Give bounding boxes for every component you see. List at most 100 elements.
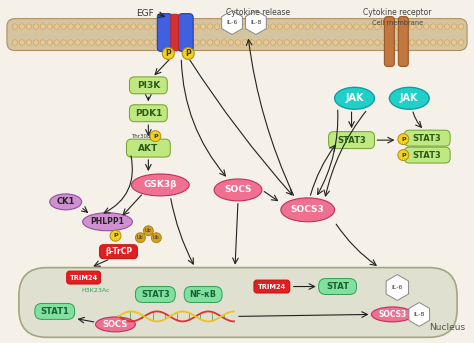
Ellipse shape [372,307,413,322]
FancyBboxPatch shape [129,77,167,94]
FancyBboxPatch shape [319,279,356,295]
Ellipse shape [228,24,234,29]
Text: P: P [401,137,406,142]
Text: Cell membrane: Cell membrane [372,20,423,26]
Ellipse shape [368,40,373,45]
FancyBboxPatch shape [136,286,175,303]
Text: STAT1: STAT1 [40,307,69,316]
FancyBboxPatch shape [7,19,467,50]
Ellipse shape [214,40,220,45]
Ellipse shape [96,24,101,29]
Ellipse shape [165,24,171,29]
Ellipse shape [124,40,129,45]
Text: STAT3: STAT3 [413,134,442,143]
Ellipse shape [54,24,59,29]
Ellipse shape [54,40,59,45]
Text: TRIM24: TRIM24 [70,274,98,281]
Ellipse shape [281,198,335,222]
Ellipse shape [242,40,248,45]
Text: SOCS3: SOCS3 [378,310,407,319]
Text: H3K23Ac: H3K23Ac [82,288,110,293]
Ellipse shape [131,24,136,29]
Ellipse shape [201,40,206,45]
Ellipse shape [305,40,310,45]
Ellipse shape [137,24,143,29]
Text: Cytokine release: Cytokine release [226,8,290,17]
Ellipse shape [61,24,66,29]
Text: Cytokine receptor: Cytokine receptor [363,8,432,17]
Ellipse shape [82,24,87,29]
Ellipse shape [193,24,199,29]
Text: Ub: Ub [137,235,144,240]
Ellipse shape [374,24,380,29]
Ellipse shape [159,24,164,29]
FancyBboxPatch shape [328,132,374,149]
FancyBboxPatch shape [157,14,172,51]
Ellipse shape [180,24,185,29]
Ellipse shape [347,24,352,29]
Ellipse shape [201,24,206,29]
Ellipse shape [389,40,394,45]
Ellipse shape [47,40,53,45]
Ellipse shape [50,194,82,210]
Text: STAT3: STAT3 [141,290,170,299]
Ellipse shape [319,24,324,29]
Text: SOCS3: SOCS3 [291,205,325,214]
Ellipse shape [312,24,318,29]
Ellipse shape [152,24,157,29]
Ellipse shape [214,179,262,201]
Ellipse shape [186,24,192,29]
Ellipse shape [382,24,387,29]
Ellipse shape [354,40,359,45]
Ellipse shape [417,40,422,45]
Ellipse shape [75,40,81,45]
FancyBboxPatch shape [184,286,222,303]
Ellipse shape [270,40,275,45]
Text: STAT3: STAT3 [337,135,366,145]
Text: P: P [185,49,191,58]
Ellipse shape [152,40,157,45]
Polygon shape [409,303,429,327]
Ellipse shape [398,150,409,161]
Text: SOCS: SOCS [224,186,252,194]
Ellipse shape [354,24,359,29]
Ellipse shape [374,40,380,45]
Ellipse shape [256,24,262,29]
FancyBboxPatch shape [67,271,100,284]
Ellipse shape [110,24,115,29]
Ellipse shape [136,233,146,243]
FancyBboxPatch shape [404,147,450,163]
Text: IL-6: IL-6 [226,20,237,25]
Ellipse shape [451,24,457,29]
Ellipse shape [312,40,318,45]
Ellipse shape [402,24,408,29]
Text: P: P [153,134,158,139]
Ellipse shape [396,24,401,29]
Ellipse shape [40,24,46,29]
Text: P: P [113,233,118,238]
Ellipse shape [40,40,46,45]
Ellipse shape [159,40,164,45]
Ellipse shape [103,40,108,45]
Polygon shape [246,11,266,35]
Ellipse shape [263,40,269,45]
Ellipse shape [47,24,53,29]
Ellipse shape [68,40,73,45]
Ellipse shape [89,40,94,45]
Ellipse shape [402,40,408,45]
Ellipse shape [151,233,161,243]
FancyBboxPatch shape [127,139,170,157]
Text: CK1: CK1 [56,197,75,206]
Ellipse shape [124,24,129,29]
Ellipse shape [270,24,275,29]
Ellipse shape [61,40,66,45]
Ellipse shape [12,24,18,29]
Ellipse shape [417,24,422,29]
Ellipse shape [150,131,161,142]
Ellipse shape [319,40,324,45]
Text: P: P [401,153,406,157]
Text: PDK1: PDK1 [135,109,162,118]
Polygon shape [222,11,242,35]
Ellipse shape [277,24,283,29]
Ellipse shape [423,24,429,29]
